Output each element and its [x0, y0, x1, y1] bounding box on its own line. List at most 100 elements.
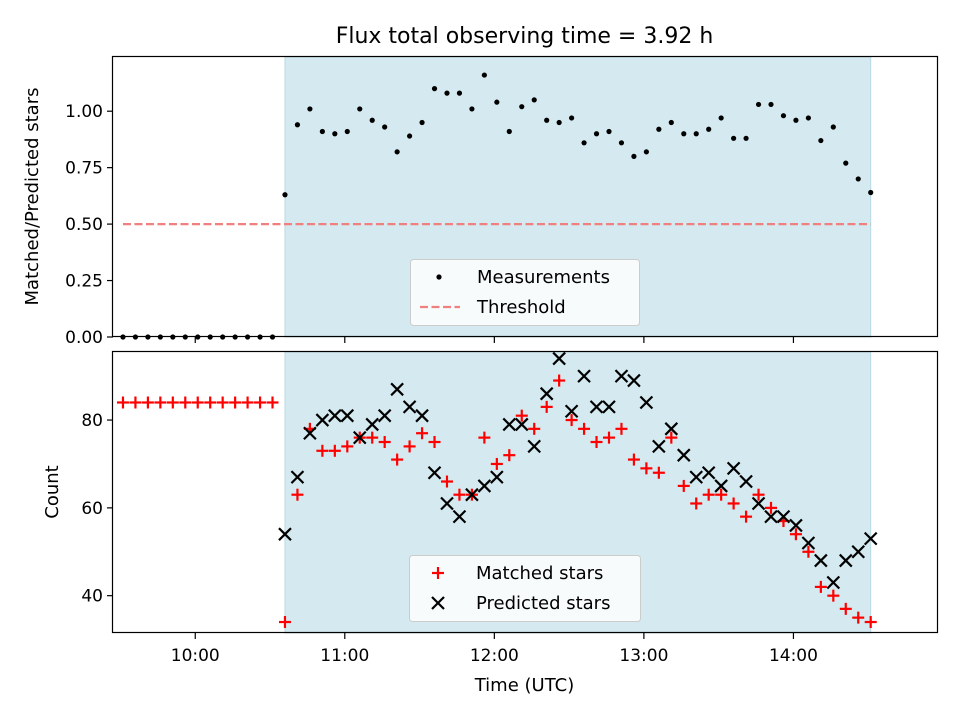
measurement-point: [681, 131, 687, 137]
y-tick-label: 0.00: [65, 328, 103, 348]
measurement-point: [357, 106, 363, 112]
measurement-point: [780, 113, 787, 119]
measurement-point: [344, 128, 350, 135]
measurement-point: [556, 119, 562, 126]
predicted-stars-point: [552, 351, 566, 366]
matched-stars-point: [715, 488, 728, 501]
predicted-stars-point: [764, 509, 778, 524]
matched-stars-point: [266, 396, 279, 409]
matched-stars-point: [328, 444, 341, 457]
predicted-stars-point: [701, 465, 716, 480]
measurement-point: [494, 99, 500, 105]
top-x-axis-ticks: [194, 337, 795, 343]
predicted-stars-point: [440, 496, 454, 511]
x-tick-label: 11:00: [320, 646, 369, 666]
predicted-stars-point: [290, 470, 305, 484]
x-tick-label: 10:00: [171, 646, 220, 666]
matched-stars-point: [627, 453, 640, 466]
measurement-point: [593, 131, 600, 137]
measurement-point: [668, 119, 674, 126]
measurement-point: [307, 106, 313, 112]
matched-stars-point: [191, 396, 204, 409]
predicted-stars-point: [814, 553, 828, 568]
measurement-point: [618, 140, 625, 146]
matched-stars-series: [116, 374, 877, 629]
measurement-point: [843, 160, 849, 166]
x-tick-label: 14:00: [769, 646, 818, 666]
predicted-stars-point: [477, 479, 492, 493]
predicted-stars-point: [664, 422, 679, 436]
bottom-panel: 40 60 80 10:00 11:00 12:00 13:00 14:00 Count T…: [42, 350, 939, 696]
matched-stars-point: [540, 400, 553, 413]
predicted-stars-point: [851, 544, 866, 559]
predicted-stars-point: [328, 408, 342, 423]
measurement-point: [294, 122, 301, 128]
matched-stars-point: [154, 396, 167, 409]
matched-stars-legend-marker: [432, 567, 444, 579]
matched-stars-point: [453, 488, 466, 501]
measurement-point: [431, 86, 438, 92]
measurement-point: [456, 90, 463, 96]
matched-stars-point: [490, 457, 503, 470]
matched-stars-point: [341, 440, 354, 453]
predicted-stars-point: [365, 417, 379, 432]
matched-stars-point: [403, 440, 416, 453]
measurement-point: [332, 131, 338, 137]
measurement-point: [606, 128, 612, 135]
predicted-stars-point: [602, 400, 616, 414]
matched-stars-point: [565, 414, 578, 427]
matched-stars-point: [478, 431, 491, 444]
measurement-point: [394, 149, 400, 155]
matched-stars-point: [602, 431, 615, 444]
measurement-point: [743, 135, 749, 141]
top-y-axis: 0.00 0.25 0.50 0.75 1.00: [65, 102, 113, 348]
matched-stars-point: [802, 545, 815, 558]
measurement-point: [793, 117, 799, 123]
measurement-point: [768, 101, 774, 108]
measurement-point: [369, 117, 375, 123]
y-tick-label: 1.00: [65, 102, 103, 122]
predicted-stars-point: [751, 496, 766, 511]
measurement-point: [755, 101, 762, 108]
predicted-stars-point: [789, 518, 803, 533]
matched-stars-point: [740, 510, 753, 523]
matched-stars-point: [278, 616, 291, 629]
y-tick-label: 0.50: [65, 215, 103, 235]
x-tick-label: 12:00: [470, 646, 519, 666]
predicted-stars-point: [863, 531, 878, 546]
matched-stars-point: [179, 396, 192, 409]
matched-stars-point: [727, 497, 740, 510]
predicted-stars-point: [490, 470, 504, 484]
top-legend-box: [410, 259, 640, 326]
bottom-legend-box: [409, 555, 641, 622]
measurement-point: [631, 153, 637, 159]
predicted-stars-point: [303, 426, 317, 441]
matched-stars-point: [366, 431, 379, 444]
matched-stars-point: [789, 528, 802, 541]
measurement-point: [718, 115, 724, 121]
predicted-stars-point: [352, 430, 367, 445]
predicted-stars-legend-label: Predicted stars: [476, 593, 610, 614]
matched-stars-point: [590, 436, 603, 449]
measurement-point: [693, 131, 699, 137]
top-panel: 0.00 0.25 0.50 0.75 1.00 Matched/Predicted s…: [22, 55, 939, 348]
measurement-point: [569, 115, 575, 121]
predicted-stars-legend-marker: [431, 596, 445, 610]
bottom-y-axis: 40 60 80: [81, 411, 113, 607]
matched-stars-point: [553, 374, 566, 387]
predicted-stars-point: [614, 369, 629, 383]
predicted-stars-point: [415, 408, 429, 423]
matched-stars-point: [129, 396, 142, 409]
y-tick-label: 40: [81, 587, 103, 607]
matched-stars-point: [827, 589, 840, 602]
matched-stars-legend-label: Matched stars: [476, 563, 603, 584]
matched-stars-point: [528, 422, 541, 435]
measurement-point: [469, 106, 475, 112]
measurement-point: [868, 189, 874, 196]
matched-stars-point: [702, 488, 715, 501]
predicted-stars-point: [539, 386, 554, 401]
measurement-point: [444, 90, 450, 96]
measurement-point: [581, 140, 587, 146]
predicted-stars-point: [502, 417, 517, 432]
